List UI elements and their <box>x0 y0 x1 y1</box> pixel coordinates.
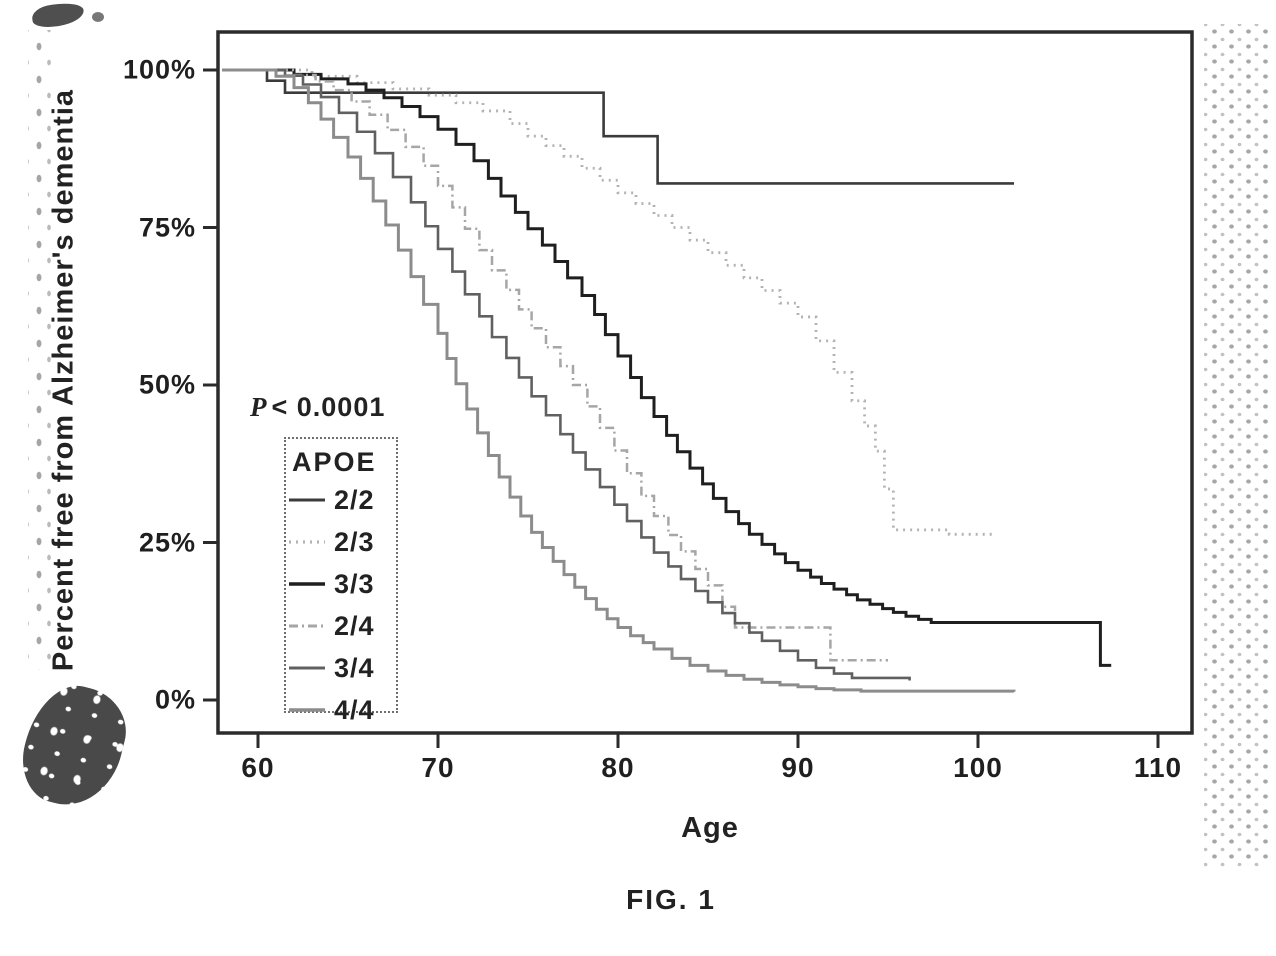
legend-row-3-3: 3/3 <box>288 567 375 601</box>
axis-ticks <box>203 68 1160 748</box>
legend-row-2-4: 2/4 <box>288 609 375 643</box>
legend-row-3-4: 3/4 <box>288 651 375 685</box>
legend-label: 2/4 <box>334 610 375 641</box>
legend-swatch-2-2 <box>289 498 325 502</box>
p-comparison: < 0.0001 <box>271 392 386 422</box>
legend-row-2-2: 2/2 <box>288 483 375 517</box>
curve-3-4 <box>222 68 911 681</box>
legend-label: 4/4 <box>334 694 375 725</box>
y-tick-label: 50% <box>138 369 196 400</box>
y-tick-label: 100% <box>122 54 196 85</box>
curve-2-4 <box>222 68 888 662</box>
y-tick-label: 75% <box>138 212 196 242</box>
figure-caption: FIG. 1 <box>626 884 716 915</box>
legend-swatch-3-3 <box>289 582 325 586</box>
x-tick-label: 110 <box>1133 752 1183 783</box>
legend-label: 2/3 <box>334 526 375 557</box>
curve-2-2 <box>222 68 1014 185</box>
y-tick-label: 0% <box>154 684 196 715</box>
legend-swatch-2-4 <box>289 624 325 628</box>
legend-swatch-2-3 <box>289 540 325 544</box>
halftone-dots-left <box>28 30 54 670</box>
x-tick-label: 100 <box>953 752 1003 783</box>
legend-swatch-4-4 <box>289 708 325 712</box>
legend-label: 2/2 <box>334 484 375 515</box>
legend-swatch-3-4 <box>289 666 325 670</box>
curve-4-4 <box>222 68 1016 693</box>
km-curves <box>222 68 1112 693</box>
plot-frame <box>216 30 1194 735</box>
p-symbol: P <box>250 392 268 422</box>
x-tick-label: 70 <box>421 752 455 783</box>
legend-title: APOE <box>292 447 377 477</box>
x-tick-label: 60 <box>241 752 275 783</box>
p-value-annotation: P < 0.0001 <box>250 392 385 423</box>
y-axis-title: Percent free from Alzheimer's dementia <box>47 88 80 672</box>
halftone-dots-right <box>1204 24 1270 868</box>
x-axis-title: Age <box>681 812 739 844</box>
legend-row-4-4: 4/4 <box>288 693 375 727</box>
legend-label: 3/4 <box>334 652 375 683</box>
x-tick-label: 80 <box>601 752 635 783</box>
curve-3-3 <box>222 68 1112 667</box>
legend-box: APOE 2/2 2/3 3/3 2/4 3/4 4/4 <box>284 437 398 725</box>
legend-row-2-3: 2/3 <box>288 525 375 559</box>
x-tick-label: 90 <box>781 752 815 783</box>
curve-2-3 <box>222 68 996 536</box>
y-tick-label: 25% <box>138 527 196 557</box>
scan-speck-top-left <box>92 12 104 22</box>
legend-label: 3/3 <box>334 568 375 599</box>
